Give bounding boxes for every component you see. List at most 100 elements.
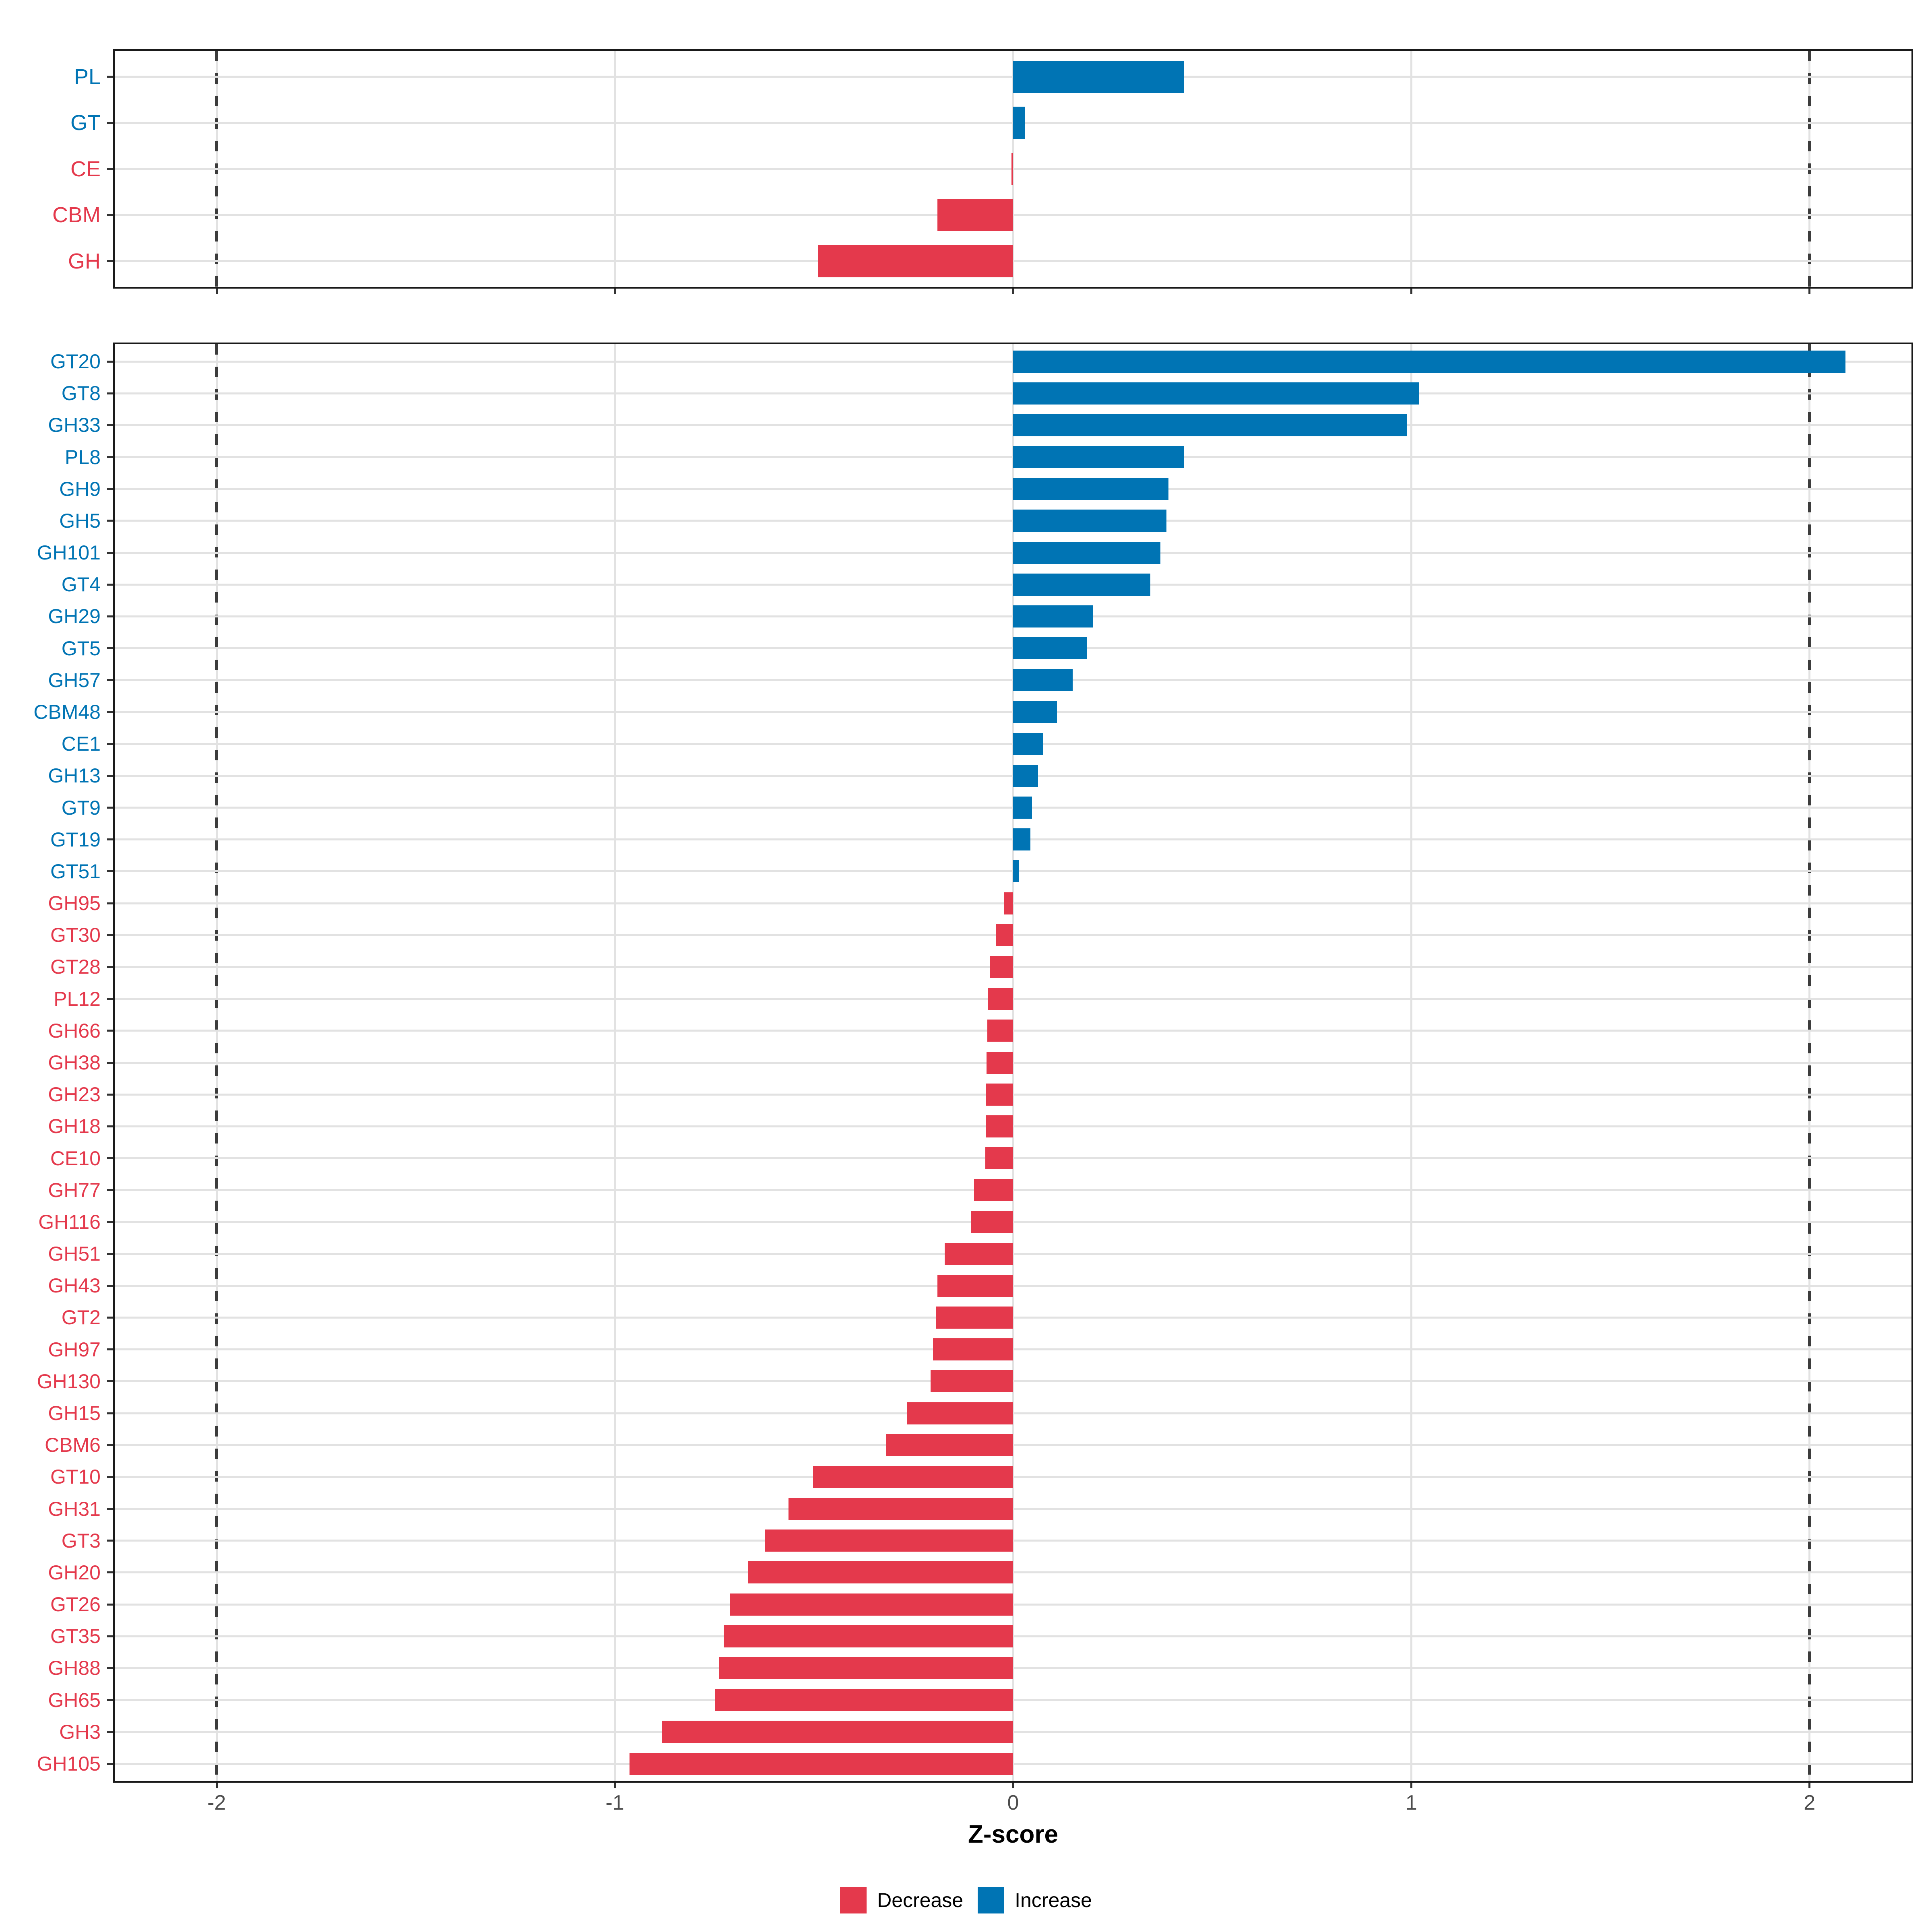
bar-GH18 xyxy=(985,1115,1013,1137)
y-axis-label-GH95: GH95 xyxy=(48,892,101,915)
bar-GH66 xyxy=(987,1020,1013,1042)
y-tick-CE1 xyxy=(107,743,113,745)
panel-cazyme-families xyxy=(113,343,1913,1783)
y-axis-label-GH97: GH97 xyxy=(48,1338,101,1361)
y-tick-GH57 xyxy=(107,679,113,681)
y-axis-label-GH31: GH31 xyxy=(48,1497,101,1520)
x-tick-2 xyxy=(1808,289,1811,294)
y-axis-label-GT35: GT35 xyxy=(50,1625,101,1648)
bar-GH20 xyxy=(748,1561,1013,1584)
decrease-swatch-icon xyxy=(840,1887,867,1913)
y-tick-CBM xyxy=(107,214,113,216)
y-axis-label-GH66: GH66 xyxy=(48,1019,101,1042)
y-tick-CE xyxy=(107,168,113,170)
gridline-row-CE xyxy=(115,168,1911,170)
y-axis-label-GH88: GH88 xyxy=(48,1657,101,1680)
y-axis-label-PL12: PL12 xyxy=(54,987,101,1010)
y-tick-GT26 xyxy=(107,1603,113,1606)
bar-GH15 xyxy=(906,1402,1013,1424)
bar-GH130 xyxy=(931,1370,1013,1393)
y-axis-label-CE10: CE10 xyxy=(50,1147,101,1170)
x-tick--1 xyxy=(614,289,616,294)
y-axis-label-GH105: GH105 xyxy=(37,1752,101,1775)
y-axis-label-GT10: GT10 xyxy=(50,1466,101,1488)
y-tick-CE10 xyxy=(107,1157,113,1160)
bar-GH95 xyxy=(1004,892,1013,914)
y-axis-label-GH18: GH18 xyxy=(48,1115,101,1138)
y-axis-label-GH51: GH51 xyxy=(48,1243,101,1265)
gridline-row-GT3 xyxy=(115,1540,1911,1542)
bar-GH43 xyxy=(937,1274,1013,1297)
y-axis-label-PL: PL xyxy=(74,64,101,89)
bar-CBM xyxy=(937,199,1013,231)
bar-GH77 xyxy=(974,1179,1013,1201)
bar-GT4 xyxy=(1013,573,1151,596)
y-axis-label-GT51: GT51 xyxy=(50,860,101,883)
y-tick-GT xyxy=(107,122,113,124)
x-tick--1 xyxy=(614,1783,616,1788)
bar-GT2 xyxy=(936,1306,1013,1329)
bar-GH31 xyxy=(788,1498,1013,1520)
bar-GH116 xyxy=(971,1211,1013,1233)
y-tick-GH65 xyxy=(107,1699,113,1701)
bar-GT5 xyxy=(1013,637,1087,660)
y-axis-label-GH33: GH33 xyxy=(48,414,101,437)
bar-GH9 xyxy=(1013,478,1168,500)
y-axis-label-GH23: GH23 xyxy=(48,1083,101,1106)
increase-swatch-icon xyxy=(978,1887,1005,1913)
legend-label-decrease: Decrease xyxy=(877,1889,964,1911)
y-axis-label-GT8: GT8 xyxy=(61,382,101,405)
y-tick-GT4 xyxy=(107,583,113,586)
gridline-row-GH65 xyxy=(115,1699,1911,1701)
bar-GT19 xyxy=(1013,828,1030,851)
gridline-row-GT10 xyxy=(115,1476,1911,1478)
bar-GH105 xyxy=(630,1752,1013,1775)
bar-GT3 xyxy=(765,1530,1013,1552)
gridline-row-GH38 xyxy=(115,1061,1911,1064)
bar-CE10 xyxy=(985,1147,1013,1170)
y-axis-label-GH3: GH3 xyxy=(59,1720,101,1743)
gridline-row-CBM xyxy=(115,214,1911,216)
bar-PL8 xyxy=(1013,446,1185,469)
y-tick-GH3 xyxy=(107,1731,113,1733)
bar-GH57 xyxy=(1013,669,1073,691)
bar-GH5 xyxy=(1013,510,1166,532)
y-tick-GT19 xyxy=(107,838,113,841)
gridline-row-GH18 xyxy=(115,1125,1911,1127)
x-tick-1 xyxy=(1410,289,1412,294)
legend: Decrease Increase xyxy=(0,1887,1932,1913)
y-tick-GT2 xyxy=(107,1316,113,1319)
y-axis-label-GT28: GT28 xyxy=(50,956,101,978)
y-axis-label-GH116: GH116 xyxy=(38,1210,101,1233)
legend-item-increase: Increase xyxy=(978,1887,1092,1913)
y-axis-label-GT26: GT26 xyxy=(50,1593,101,1616)
gridline-row-GH31 xyxy=(115,1508,1911,1510)
gridline-row-GH77 xyxy=(115,1189,1911,1191)
legend-item-decrease: Decrease xyxy=(840,1887,963,1913)
y-tick-GH101 xyxy=(107,551,113,554)
y-tick-GT51 xyxy=(107,870,113,873)
y-axis-label-CBM48: CBM48 xyxy=(33,701,101,723)
bar-PL xyxy=(1013,60,1185,93)
bar-GT35 xyxy=(723,1625,1013,1647)
y-tick-GH43 xyxy=(107,1284,113,1287)
y-tick-GT10 xyxy=(107,1476,113,1478)
y-tick-GH9 xyxy=(107,488,113,490)
y-axis-label-GT9: GT9 xyxy=(61,796,101,819)
y-axis-label-CE: CE xyxy=(70,157,101,181)
y-axis-label-GH38: GH38 xyxy=(48,1051,101,1074)
bar-GH33 xyxy=(1013,414,1408,436)
bar-GH51 xyxy=(944,1243,1013,1265)
bar-GH88 xyxy=(719,1657,1013,1679)
y-axis-label-GH29: GH29 xyxy=(48,605,101,628)
y-tick-GH38 xyxy=(107,1061,113,1064)
y-axis-label-GH15: GH15 xyxy=(48,1402,101,1424)
y-tick-GH xyxy=(107,260,113,262)
y-axis-label-GT3: GT3 xyxy=(61,1529,101,1552)
y-axis-label-GH20: GH20 xyxy=(48,1561,101,1584)
bar-GT10 xyxy=(813,1466,1013,1488)
gridline-row-GH116 xyxy=(115,1221,1911,1223)
y-axis-label-GH101: GH101 xyxy=(37,541,101,564)
bar-GT26 xyxy=(730,1593,1013,1616)
